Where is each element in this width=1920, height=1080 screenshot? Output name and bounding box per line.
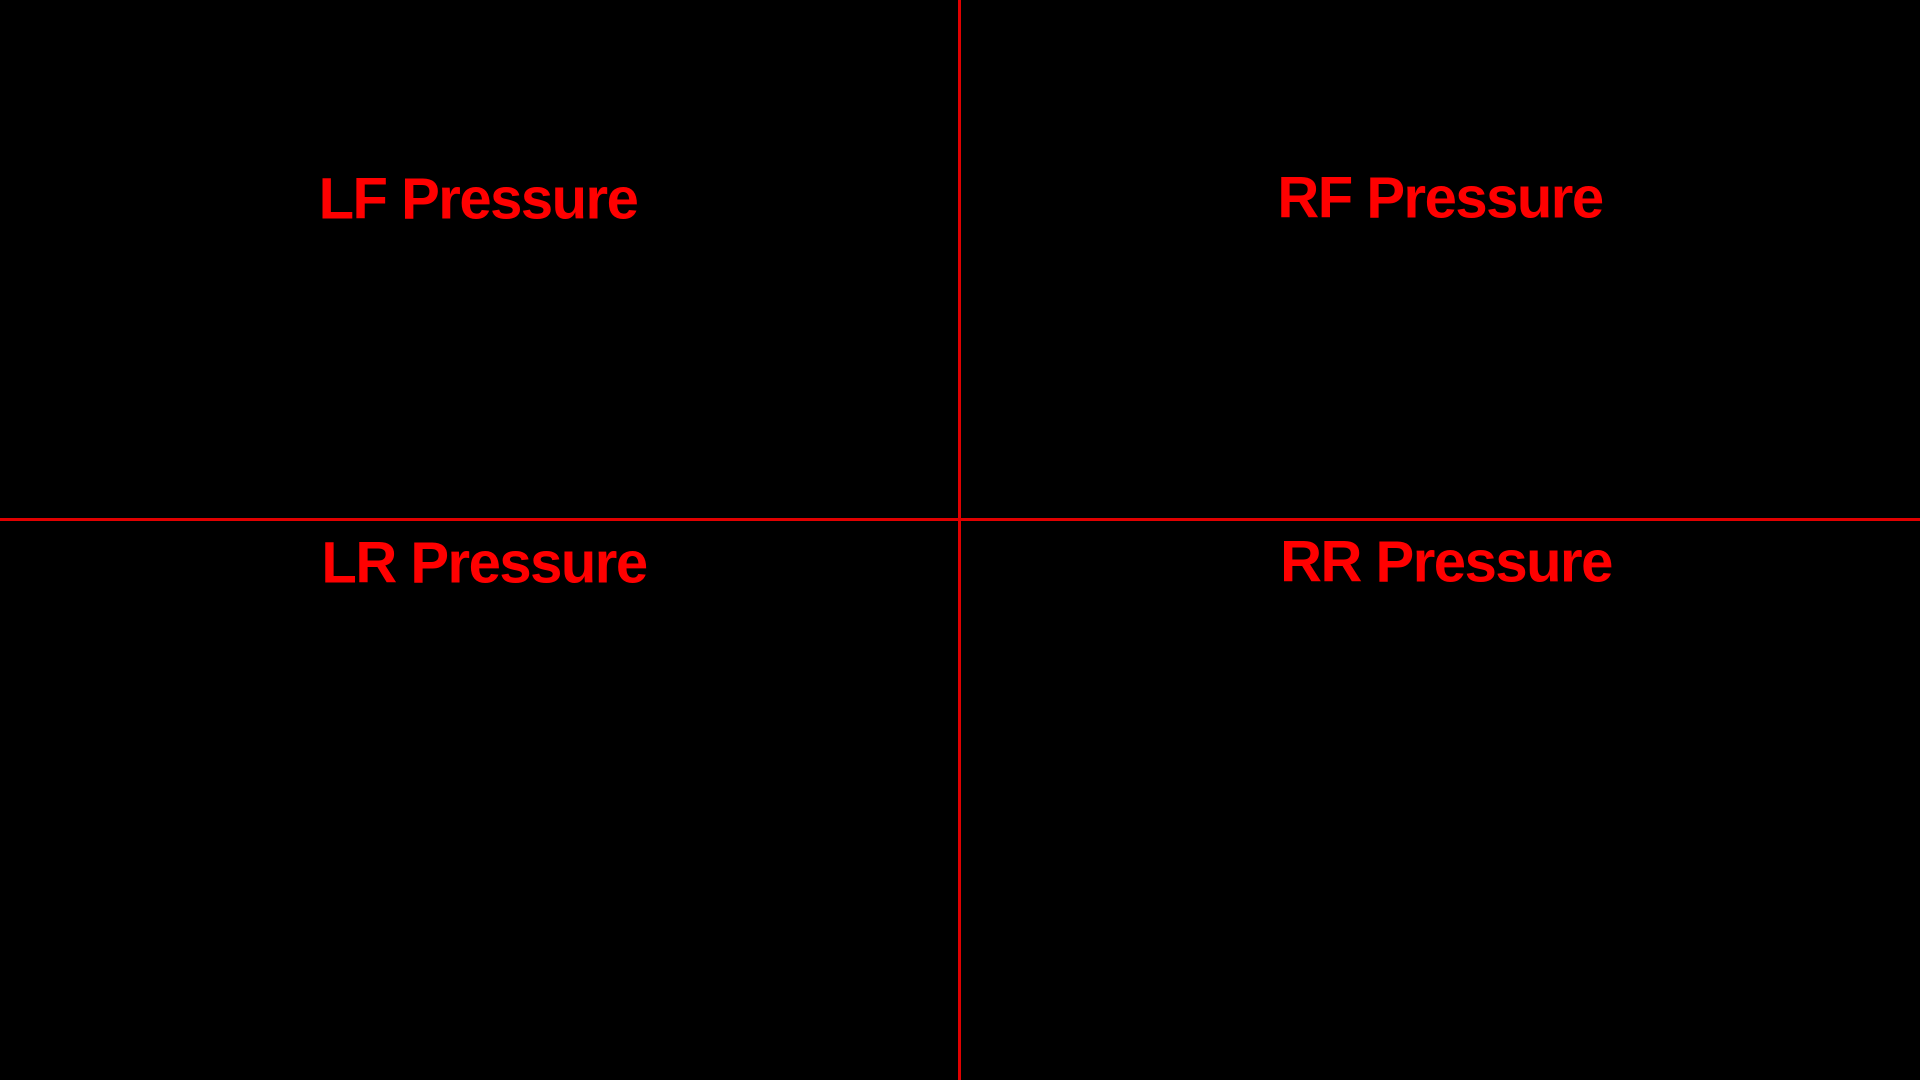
rr-pressure-label: RR Pressure bbox=[1280, 529, 1613, 595]
lf-pressure-label: LF Pressure bbox=[318, 166, 639, 232]
horizontal-divider bbox=[0, 518, 1920, 521]
rf-pressure-label: RF Pressure bbox=[1277, 165, 1604, 231]
vertical-divider bbox=[958, 0, 961, 1080]
lr-pressure-label: LR Pressure bbox=[321, 530, 648, 596]
